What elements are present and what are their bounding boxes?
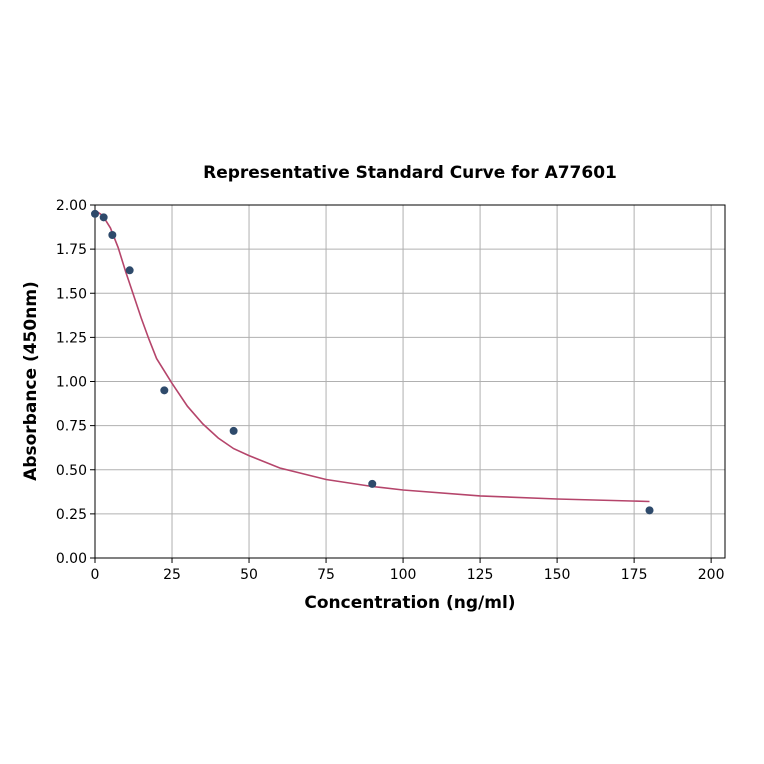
fit-curve [94, 209, 650, 503]
x-tick-label: 25 [163, 567, 181, 583]
y-tick-label: 1.25 [56, 330, 87, 346]
y-tick-label: 1.00 [56, 375, 87, 391]
data-point [645, 506, 654, 515]
x-tick-label: 125 [467, 567, 494, 583]
y-axis-label: Absorbance (450nm) [21, 281, 41, 481]
y-tick-label: 2.00 [56, 198, 87, 214]
x-tick-label: 100 [390, 567, 417, 583]
data-point [108, 231, 117, 240]
x-tick-label: 0 [91, 567, 100, 583]
data-point [125, 266, 134, 275]
y-tick-label: 1.75 [56, 242, 87, 258]
x-tick-label: 175 [621, 567, 648, 583]
y-tick-label: 0.50 [56, 463, 87, 479]
axis-ticks: 0 25 50 75 100 125 150 175 200 0.00 0.25 0.50 0.75 1.… [56, 198, 725, 583]
x-tick-label: 150 [544, 567, 571, 583]
data-points [91, 209, 654, 515]
y-tick-label: 0.25 [56, 507, 87, 523]
data-point [160, 386, 169, 395]
x-tick-label: 200 [698, 567, 725, 583]
data-point [91, 209, 99, 218]
data-point [229, 426, 238, 435]
y-tick-label: 0.00 [56, 551, 87, 567]
y-tick-label: 0.75 [56, 419, 87, 435]
x-axis-label: Concentration (ng/ml) [304, 593, 515, 613]
chart-title: Representative Standard Curve for A77601 [203, 163, 617, 183]
x-tick-label: 75 [317, 567, 335, 583]
x-tick-label: 50 [240, 567, 258, 583]
grid [94, 204, 725, 559]
data-point [368, 479, 377, 488]
y-tick-label: 1.50 [56, 286, 87, 302]
data-point [99, 213, 108, 222]
